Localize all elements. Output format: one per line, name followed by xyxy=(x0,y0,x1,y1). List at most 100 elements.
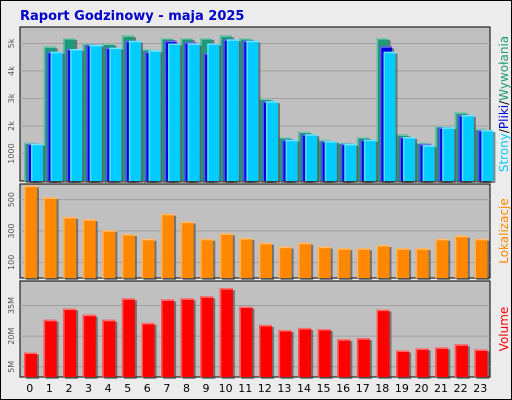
x-tick-label: 10 xyxy=(219,382,233,395)
bar-visits xyxy=(454,235,470,280)
panel-visits: 100 300 500 Lokalizacje xyxy=(7,183,511,280)
y-tick-label: 20M xyxy=(7,328,16,345)
x-tick-label: 22 xyxy=(454,382,468,395)
bar-visits xyxy=(415,248,431,280)
bar-visits xyxy=(121,234,137,280)
bar-visits xyxy=(63,216,79,280)
bar-pages xyxy=(187,43,202,183)
panel-volume: 5M 20M 35M Volume xyxy=(7,280,511,379)
y-tick-label: 1000 xyxy=(7,143,16,163)
x-tick-label: 1 xyxy=(46,382,53,395)
x-tick-label: 20 xyxy=(414,382,428,395)
bar-pages xyxy=(383,51,398,183)
bar-visits xyxy=(141,238,157,280)
bar-volume xyxy=(337,339,353,379)
y-tick-label: 100 xyxy=(7,255,16,270)
bar-volume xyxy=(141,322,157,379)
bar-pages xyxy=(324,141,339,183)
x-tick-label: 13 xyxy=(277,382,291,395)
bar-pages xyxy=(442,127,457,183)
bar-volume xyxy=(82,314,98,379)
bar-volume xyxy=(415,348,431,379)
x-tick-label: 7 xyxy=(163,382,170,395)
side-label-part: / xyxy=(497,100,511,105)
side-label-part: / xyxy=(497,128,511,133)
side-label-part: Lokalizacje xyxy=(497,198,511,264)
bar-volume xyxy=(317,329,333,379)
bar-volume xyxy=(435,347,451,379)
side-label-part: Strony xyxy=(497,133,511,172)
bar-pages xyxy=(363,139,378,183)
bar-visits xyxy=(180,221,196,280)
x-tick-label: 6 xyxy=(144,382,151,395)
x-tick-label: 23 xyxy=(473,382,487,395)
side-label-visits: Lokalizacje xyxy=(497,198,511,264)
bar-visits xyxy=(24,185,39,280)
bar-volume xyxy=(278,330,294,379)
bar-volume xyxy=(356,338,372,379)
bar-pages xyxy=(31,143,45,183)
bar-pages xyxy=(207,43,222,183)
bar-volume xyxy=(180,298,196,379)
x-tick-label: 15 xyxy=(317,382,331,395)
bar-pages xyxy=(226,39,241,183)
x-tick-label: 12 xyxy=(258,382,272,395)
bar-visits xyxy=(337,248,353,280)
x-tick-label: 3 xyxy=(85,382,92,395)
y-tick-label: 4k xyxy=(7,66,16,76)
y-tick-label: 5k xyxy=(7,38,16,48)
bar-volume xyxy=(200,296,216,379)
bar-visits xyxy=(219,233,235,280)
bar-visits xyxy=(278,246,294,280)
bar-pages xyxy=(246,40,261,183)
bar-pages xyxy=(461,115,476,183)
bar-visits xyxy=(43,197,59,280)
x-tick-label: 2 xyxy=(65,382,72,395)
bar-visits xyxy=(317,246,333,280)
bar-pages xyxy=(344,143,359,183)
bar-pages xyxy=(148,50,163,183)
bar-pages xyxy=(168,43,183,183)
plot-area-volume xyxy=(19,280,491,378)
bar-visits xyxy=(200,238,216,280)
bar-visits xyxy=(435,238,451,280)
bar-visits xyxy=(298,242,314,280)
x-tick-label: 5 xyxy=(124,382,131,395)
x-tick-label: 19 xyxy=(395,382,409,395)
x-tick-label: 18 xyxy=(375,382,389,395)
x-tick-label: 11 xyxy=(238,382,252,395)
side-label-part: Wywołania xyxy=(497,36,511,101)
bar-volume xyxy=(121,298,137,379)
x-tick-label: 0 xyxy=(26,382,33,395)
x-tick-label: 8 xyxy=(183,382,190,395)
bar-volume xyxy=(102,319,118,379)
side-label-part: Volume xyxy=(497,307,511,352)
bar-volume xyxy=(454,344,470,379)
y-tick-label: 2k xyxy=(7,121,16,131)
bar-visits xyxy=(259,242,274,280)
y-tick-label: 5M xyxy=(7,361,16,373)
side-label-volume: Volume xyxy=(497,307,511,352)
bar-visits xyxy=(239,238,255,280)
x-tick-label: 9 xyxy=(203,382,210,395)
bar-pages xyxy=(89,44,104,183)
bar-pages xyxy=(422,145,437,183)
y-tick-label: 35M xyxy=(7,297,16,314)
bar-volume xyxy=(161,299,177,379)
bar-pages xyxy=(70,49,85,183)
bar-pages xyxy=(266,101,280,183)
bar-volume xyxy=(43,319,59,379)
bar-visits xyxy=(474,238,490,280)
x-tick-label: 16 xyxy=(336,382,350,395)
bar-visits xyxy=(376,245,392,280)
y-tick-label: 300 xyxy=(7,223,16,238)
bar-volume xyxy=(63,308,79,379)
side-label-hits-files-pages: Strony/Pliki/Wywołania xyxy=(497,36,511,172)
bar-visits xyxy=(102,230,118,280)
y-tick-label: 3k xyxy=(7,93,16,103)
chart-title: Raport Godzinowy - maja 2025 xyxy=(20,9,244,24)
bar-visits xyxy=(82,219,98,280)
panel-hits-files-pages: 1000 2k 3k 4k 5k Strony/Pliki/Wywołania xyxy=(7,26,511,183)
bar-pages xyxy=(109,47,124,183)
